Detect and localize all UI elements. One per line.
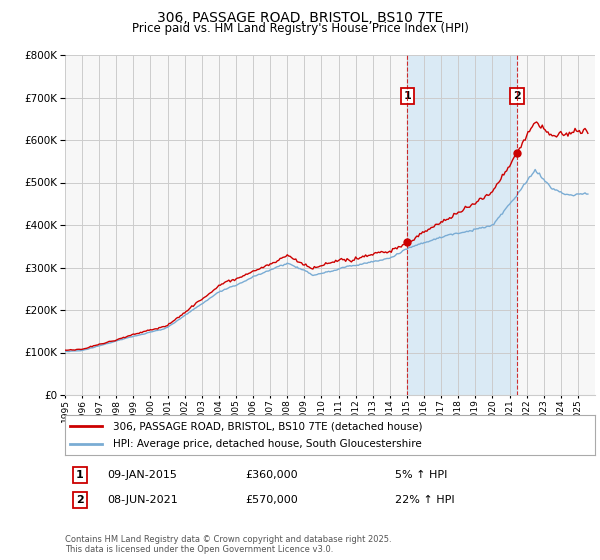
Text: 1: 1 (404, 91, 412, 101)
Bar (407, 55, 517, 395)
Text: 09-JAN-2015: 09-JAN-2015 (107, 470, 177, 480)
Text: Contains HM Land Registry data © Crown copyright and database right 2025.
This d: Contains HM Land Registry data © Crown c… (65, 535, 392, 554)
Text: 08-JUN-2021: 08-JUN-2021 (107, 495, 178, 505)
Text: £360,000: £360,000 (245, 470, 298, 480)
Text: £570,000: £570,000 (245, 495, 298, 505)
Text: 1: 1 (76, 470, 84, 480)
Text: 5% ↑ HPI: 5% ↑ HPI (395, 470, 448, 480)
Text: 22% ↑ HPI: 22% ↑ HPI (395, 495, 455, 505)
Text: 2: 2 (513, 91, 521, 101)
Text: 306, PASSAGE ROAD, BRISTOL, BS10 7TE: 306, PASSAGE ROAD, BRISTOL, BS10 7TE (157, 11, 443, 25)
Text: 306, PASSAGE ROAD, BRISTOL, BS10 7TE (detached house): 306, PASSAGE ROAD, BRISTOL, BS10 7TE (de… (113, 421, 422, 431)
Text: HPI: Average price, detached house, South Gloucestershire: HPI: Average price, detached house, Sout… (113, 439, 421, 449)
Text: 2: 2 (76, 495, 84, 505)
Text: Price paid vs. HM Land Registry's House Price Index (HPI): Price paid vs. HM Land Registry's House … (131, 22, 469, 35)
